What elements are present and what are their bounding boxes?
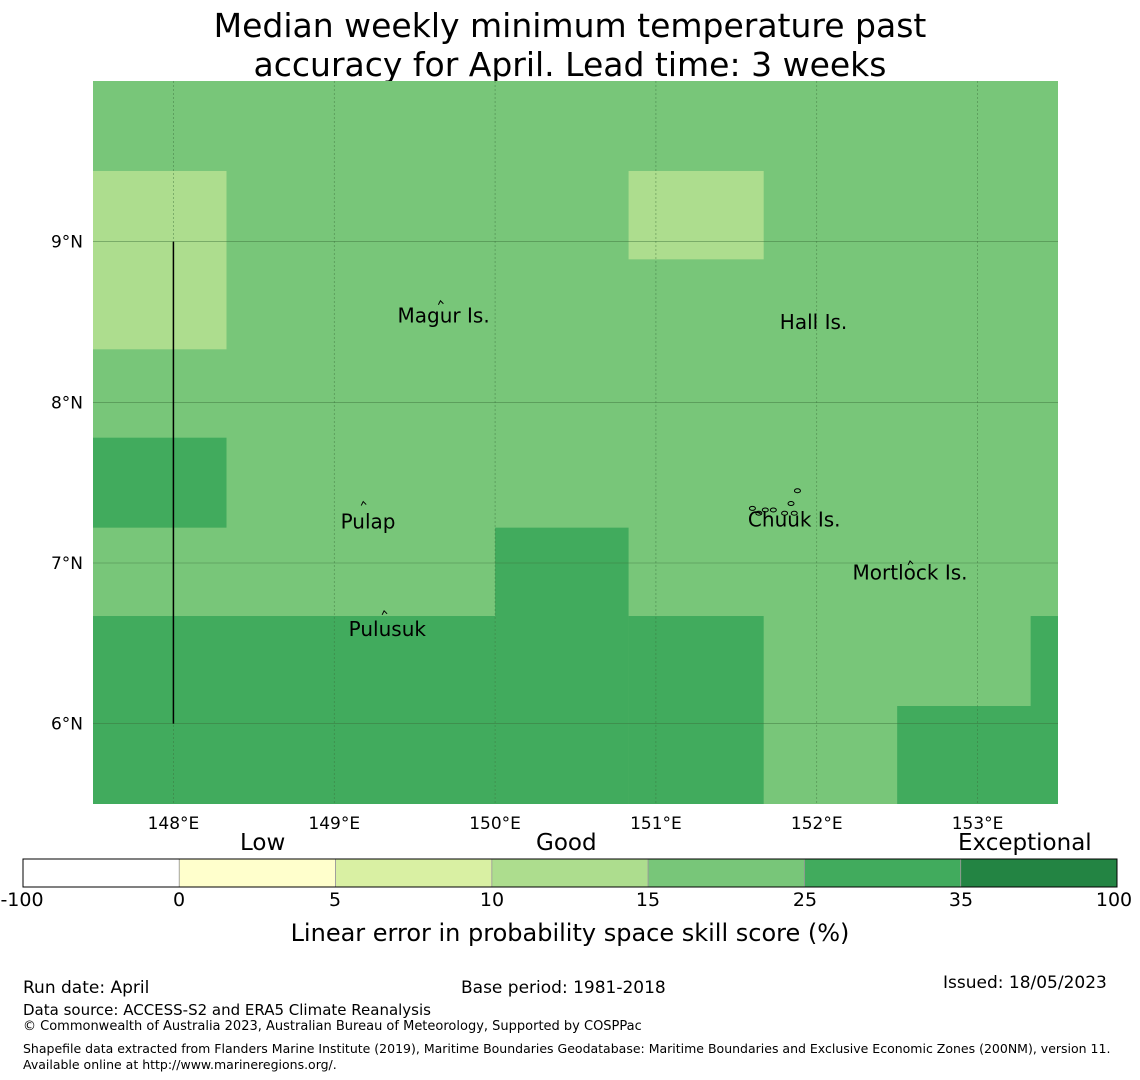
colorbar-tick-label: 35 <box>948 889 974 911</box>
colorbar-label: Linear error in probability space skill … <box>290 919 850 947</box>
place-label: Chuuk Is. <box>748 508 841 532</box>
skill-cell <box>628 170 764 260</box>
colorbar-frame <box>22 858 1118 888</box>
longitude-tick-label: 148°E <box>148 814 200 834</box>
colorbar-category-good: Good <box>536 830 597 856</box>
colorbar-tick-label: 5 <box>328 889 342 911</box>
latitude-tick-label: 7°N <box>51 554 83 574</box>
colorbar-category-exceptional: Exceptional <box>958 830 1092 856</box>
skill-cell <box>93 437 227 528</box>
chuuk-island-outline <box>781 510 789 516</box>
colorbar-segment <box>804 858 962 888</box>
chuuk-island-outline <box>748 505 756 511</box>
chuuk-island-outline <box>790 510 798 516</box>
island-outline <box>381 609 388 616</box>
colorbar-tick-label: 0 <box>172 889 186 911</box>
title-line-2: accuracy for April. Lead time: 3 weeks <box>253 45 887 84</box>
chuuk-island-outline <box>787 501 795 507</box>
place-label: Mortlock Is. <box>853 561 968 585</box>
copyright: © Commonwealth of Australia 2023, Austra… <box>23 1019 642 1034</box>
chuuk-island-outline <box>769 507 777 513</box>
place-label: Hall Is. <box>780 310 847 334</box>
colorbar-category-low: Low <box>240 830 286 856</box>
colorbar-tick-label: 100 <box>1095 889 1133 911</box>
chuuk-island-outline <box>793 488 801 494</box>
latitude-tick-label: 6°N <box>51 715 83 735</box>
colorbar-tick-label: 25 <box>792 889 818 911</box>
colorbar-tick-label: 10 <box>479 889 505 911</box>
skill-cell <box>1030 616 1058 706</box>
skill-cell <box>628 616 764 804</box>
island-outline <box>437 299 444 305</box>
longitude-tick-label: 153°E <box>952 814 1004 834</box>
skill-cell <box>495 527 629 804</box>
skill-cell <box>93 616 496 804</box>
map-title: Median weekly minimum temperature past a… <box>0 6 1140 84</box>
place-label: Pulap <box>341 509 396 533</box>
skill-cell <box>93 170 227 350</box>
shapefile-credit: Shapefile data extracted from Flanders M… <box>23 1041 1111 1072</box>
chuuk-island-outline <box>761 507 769 513</box>
colorbar-segment <box>491 858 649 888</box>
issued-date: Issued: 18/05/2023 <box>943 973 1107 993</box>
longitude-tick-label: 149°E <box>308 814 360 834</box>
colorbar-segment <box>647 858 805 888</box>
place-label: Pulusuk <box>349 617 427 641</box>
colorbar-tick-label: -100 <box>0 889 44 911</box>
longitude-tick-label: 151°E <box>630 814 682 834</box>
place-label: Magur Is. <box>398 304 490 328</box>
colorbar-tick-label: 15 <box>635 889 661 911</box>
title-line-1: Median weekly minimum temperature past <box>213 6 927 45</box>
base-period: Base period: 1981-2018 <box>461 978 666 998</box>
data-source: Data source: ACCESS-S2 and ERA5 Climate … <box>23 1001 431 1019</box>
island-outline <box>360 500 367 506</box>
island-outline <box>907 560 914 566</box>
chuuk-island-outline <box>755 510 763 516</box>
latitude-tick-label: 8°N <box>51 393 83 413</box>
colorbar-segment <box>960 858 1118 888</box>
longitude-tick-label: 150°E <box>469 814 521 834</box>
longitude-tick-label: 152°E <box>791 814 843 834</box>
run-date: Run date: April <box>23 978 150 998</box>
map-layer: Magur Is. Hall Is. Pulap Chuuk Is. Mortlock … <box>22 81 1118 888</box>
colorbar-segment <box>22 858 180 888</box>
colorbar-segment <box>178 858 336 888</box>
latitude-tick-label: 9°N <box>51 233 83 253</box>
colorbar-segment <box>335 858 493 888</box>
